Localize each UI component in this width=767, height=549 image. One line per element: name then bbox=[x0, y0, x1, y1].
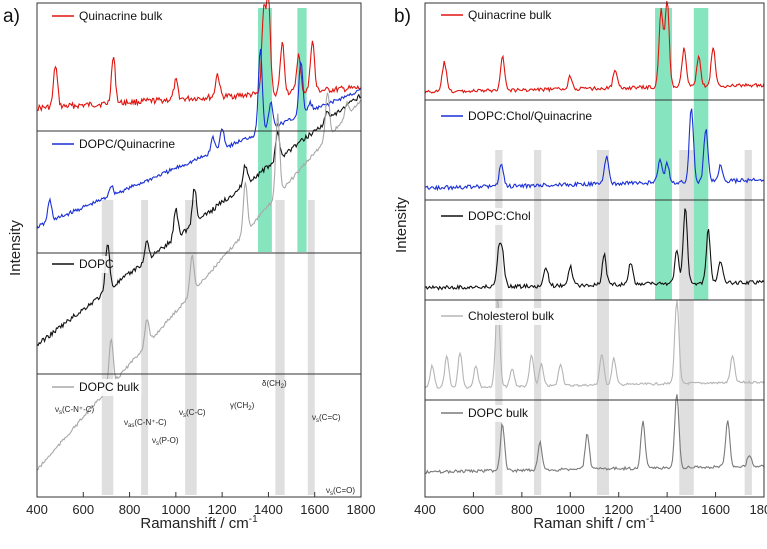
x-tick-label: 1200 bbox=[604, 502, 633, 517]
legend-box bbox=[435, 108, 603, 125]
panel-a-y-axis-label: Intensity bbox=[7, 220, 24, 276]
spectrum-line bbox=[36, 0, 362, 113]
x-tick-label: 1400 bbox=[254, 502, 283, 517]
annotation-vas-cnc: νas(C-N⁺-C) bbox=[124, 418, 167, 429]
gray-band bbox=[275, 200, 285, 495]
legend-label: Cholesterol bulk bbox=[468, 309, 555, 323]
legend-label: DOPC:Chol/Quinacrine bbox=[468, 109, 592, 123]
legend-box bbox=[46, 8, 181, 25]
panel-a-frame bbox=[36, 2, 362, 498]
panel-b-x-ticks: 400 600 800 1000 1200 1400 1600 1800 bbox=[414, 492, 767, 517]
spectrum-line bbox=[424, 394, 765, 475]
x-tick-label: 1400 bbox=[653, 502, 682, 517]
green-band bbox=[655, 8, 672, 300]
legend-label: DOPC:Chol bbox=[468, 209, 531, 223]
annotation-vs-cnc: νs(C-N⁺-C) bbox=[55, 405, 95, 416]
gray-band bbox=[185, 200, 197, 495]
annotation-vs-cc: νs(C-C) bbox=[179, 408, 206, 419]
green-band bbox=[297, 8, 307, 252]
spectrum-line bbox=[424, 108, 765, 192]
panel-a-annotations: νs(C-N⁺-C) νas(C-N⁺-C) νs(P-O) νs(C-C) γ… bbox=[55, 379, 355, 497]
gray-band bbox=[307, 200, 315, 495]
x-tick-label: 1000 bbox=[161, 502, 190, 517]
legend-box bbox=[435, 7, 570, 24]
panel-b-label: b) bbox=[394, 6, 411, 27]
legend-label: DOPC bulk bbox=[79, 380, 140, 394]
annotation-gamma-ch2: γ(CH2) bbox=[230, 401, 255, 412]
panel-b-highlight-bands bbox=[495, 8, 752, 495]
x-tick-label: 1600 bbox=[300, 502, 329, 517]
x-tick-label: 1600 bbox=[701, 502, 730, 517]
x-tick-label: 1000 bbox=[556, 502, 585, 517]
annotation-vs-cc-double: νs(C=C) bbox=[312, 413, 341, 424]
legend-label: DOPC bbox=[79, 257, 114, 271]
panel-b: b) Quinacrine bulk DOPC:Chol/Quinacrine DO… bbox=[393, 0, 767, 532]
x-tick-label: 1800 bbox=[750, 502, 767, 517]
spectrum-line bbox=[424, 300, 765, 389]
legend-label: DOPC bulk bbox=[468, 406, 529, 420]
panel-a-x-axis-label: Ramanshift / cm-1 bbox=[140, 514, 258, 532]
legend-box bbox=[46, 379, 142, 396]
legend-label: Quinacrine bulk bbox=[79, 9, 163, 23]
panel-a-series bbox=[36, 0, 362, 471]
panel-b-y-axis-label: Intensity bbox=[393, 197, 410, 253]
legend-box bbox=[435, 208, 531, 225]
spectrum-line bbox=[36, 93, 362, 347]
gray-band bbox=[679, 150, 694, 495]
x-tick-label: 600 bbox=[72, 502, 94, 517]
legend-box bbox=[46, 136, 181, 153]
gray-band bbox=[596, 150, 610, 495]
gray-band bbox=[744, 150, 752, 495]
panel-b-x-axis-label: Raman shift / cm-1 bbox=[533, 514, 655, 532]
panel-b-frame bbox=[424, 2, 765, 498]
x-tick-label: 800 bbox=[119, 502, 141, 517]
x-tick-label: 800 bbox=[511, 502, 533, 517]
panel-a: a) Quinacrine bulk DOPC/Quinacrine DOPC DOP… bbox=[3, 0, 375, 532]
spectrum-line bbox=[424, 208, 765, 291]
annotation-vs-co: νs(C=O) bbox=[326, 486, 355, 497]
legend-box bbox=[46, 256, 109, 273]
spectrum-line bbox=[424, 0, 765, 94]
panel-a-x-ticks: 400 600 800 1000 1200 1400 1600 1800 bbox=[26, 492, 375, 517]
gray-band bbox=[141, 200, 149, 495]
gray-band bbox=[101, 200, 114, 495]
panel-a-label: a) bbox=[3, 6, 20, 27]
panel-b-series bbox=[424, 0, 765, 475]
green-band bbox=[693, 8, 709, 300]
legend-label: DOPC/Quinacrine bbox=[79, 137, 175, 151]
panel-a-legends: Quinacrine bulk DOPC/Quinacrine DOPC DOPC b… bbox=[46, 8, 181, 396]
spectrum-line bbox=[36, 92, 362, 471]
legend-label: Quinacrine bulk bbox=[468, 8, 552, 22]
x-tick-label: 400 bbox=[414, 502, 436, 517]
annotation-vs-po: νs(P-O) bbox=[152, 436, 179, 447]
panel-b-legends: Quinacrine bulk DOPC:Chol/Quinacrine DOPC:… bbox=[435, 7, 603, 422]
x-tick-label: 1800 bbox=[347, 502, 376, 517]
annotation-delta-ch2: δ(CH2) bbox=[262, 379, 287, 390]
x-tick-label: 600 bbox=[463, 502, 485, 517]
x-tick-label: 400 bbox=[26, 502, 48, 517]
legend-box bbox=[435, 405, 531, 422]
legend-box bbox=[435, 308, 577, 325]
x-tick-label: 1200 bbox=[208, 502, 237, 517]
spectrum-line bbox=[36, 48, 362, 229]
